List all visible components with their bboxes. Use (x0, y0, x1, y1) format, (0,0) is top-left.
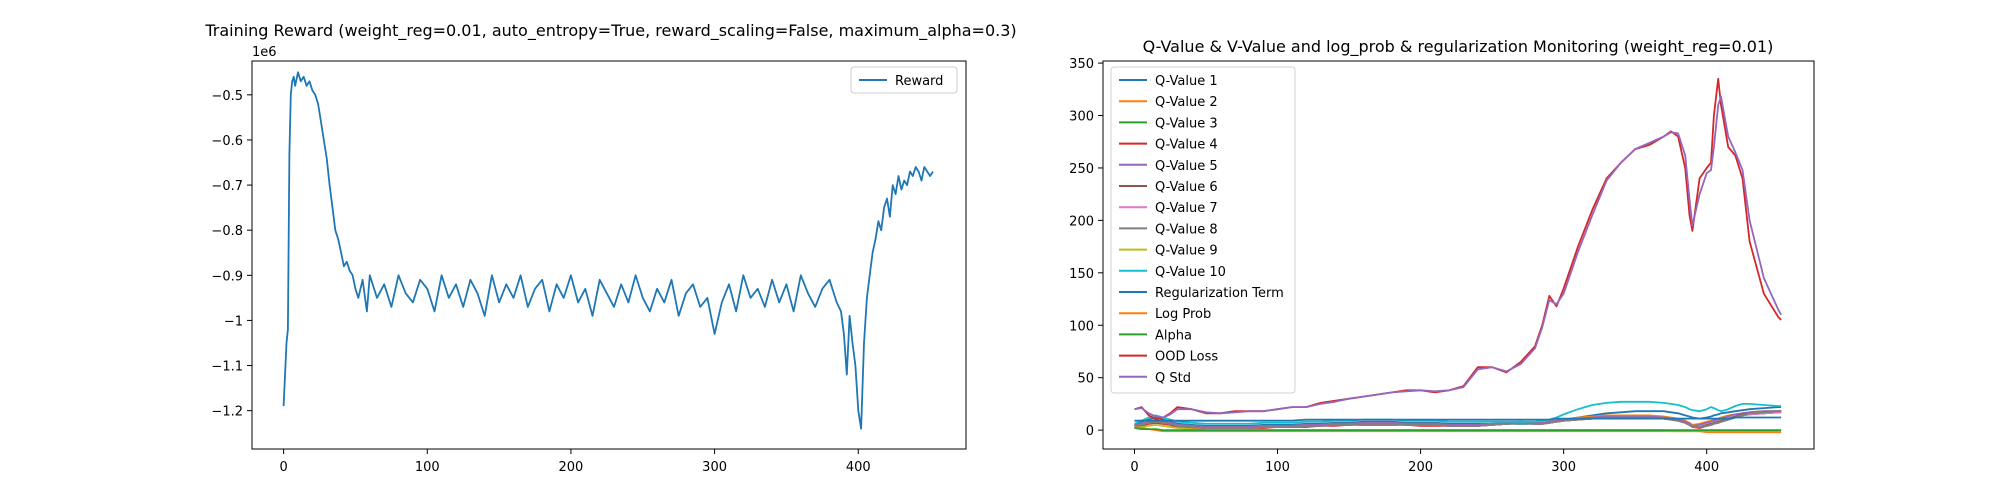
monitoring-series-line-regularization-term (1134, 416, 1782, 422)
monitoring-series-line-q-value-1 (1134, 406, 1782, 427)
legend-label: Q-Value 5 (1155, 159, 1218, 174)
reward-y-tick-label: −0.6 (211, 134, 243, 149)
reward-chart-legend: Reward (850, 66, 958, 94)
monitoring-series-line-q-value-8 (1134, 410, 1782, 429)
reward-x-tick-label: 400 (846, 460, 871, 475)
legend-label: Q-Value 1 (1155, 74, 1218, 89)
reward-x-tick-label: 300 (702, 460, 727, 475)
reward-x-tick-label: 0 (279, 460, 287, 475)
legend-label: Q-Value 3 (1155, 116, 1218, 131)
legend-label: Log Prob (1155, 307, 1211, 322)
monitoring-series-line-q-std (1134, 95, 1782, 419)
monitoring-chart-legend: Q-Value 1 Q-Value 2 Q-Value 3 Q-Value 4 Q-Va… (1110, 66, 1296, 394)
monitoring-series-line-ood-loss (1134, 77, 1782, 421)
legend-label: Q-Value 2 (1155, 95, 1218, 110)
reward-x-tick-label: 100 (415, 460, 440, 475)
monitoring-x-tick-label: 0 (1130, 460, 1138, 475)
legend-label: Q-Value 4 (1155, 138, 1218, 153)
monitoring-x-tick-label: 200 (1408, 460, 1433, 475)
legend-label: Q-Value 8 (1155, 222, 1218, 237)
monitoring-y-tick-label: 0 (1086, 424, 1094, 439)
legend-label: Q-Value 7 (1155, 201, 1218, 216)
legend-label: Alpha (1155, 328, 1192, 343)
monitoring-x-tick-label: 400 (1694, 460, 1719, 475)
monitoring-chart-frame (1102, 60, 1815, 450)
reward-y-tick-label: −0.5 (211, 89, 243, 104)
legend-label-reward: Reward (895, 74, 943, 89)
reward-y-tick-label: −0.8 (211, 224, 243, 239)
reward-y-tick-label: −1.2 (211, 405, 243, 420)
legend-label: Q-Value 9 (1155, 244, 1218, 259)
monitoring-chart: Q-Value & V-Value and log_prob & regular… (1069, 37, 1815, 475)
monitoring-y-tick-label: 200 (1069, 214, 1094, 229)
legend-label: Regularization Term (1155, 286, 1284, 301)
reward-chart-y-offset: 1e6 (252, 45, 277, 60)
monitoring-chart-title: Q-Value & V-Value and log_prob & regular… (1143, 37, 1774, 57)
legend-label: Q-Value 6 (1155, 180, 1218, 195)
reward-series-line-reward (282, 71, 934, 430)
reward-chart-frame (251, 60, 967, 450)
legend-label: Q-Value 10 (1155, 265, 1226, 280)
reward-x-tick-label: 200 (559, 460, 584, 475)
monitoring-series-line-q-value-10 (1134, 400, 1782, 425)
monitoring-y-tick-label: 50 (1077, 372, 1094, 387)
monitoring-y-tick-label: 100 (1069, 319, 1094, 334)
reward-y-tick-label: −1.1 (211, 360, 243, 375)
legend-label: OOD Loss (1155, 350, 1218, 365)
monitoring-y-tick-label: 350 (1069, 57, 1094, 72)
monitoring-series-line-log-prob (1134, 426, 1782, 434)
monitoring-x-tick-label: 300 (1551, 460, 1576, 475)
reward-y-tick-label: −0.7 (211, 179, 243, 194)
legend-label: Q Std (1155, 371, 1191, 386)
monitoring-series-line-alpha (1134, 427, 1782, 432)
reward-chart-title: Training Reward (weight_reg=0.01, auto_e… (204, 21, 1016, 41)
monitoring-y-tick-label: 150 (1069, 267, 1094, 282)
reward-chart: Training Reward (weight_reg=0.01, auto_e… (204, 21, 1016, 475)
monitoring-x-tick-label: 100 (1265, 460, 1290, 475)
reward-y-tick-label: −1 (224, 314, 243, 329)
monitoring-y-tick-label: 250 (1069, 162, 1094, 177)
reward-y-tick-label: −0.9 (211, 269, 243, 284)
monitoring-y-tick-label: 300 (1069, 110, 1094, 125)
